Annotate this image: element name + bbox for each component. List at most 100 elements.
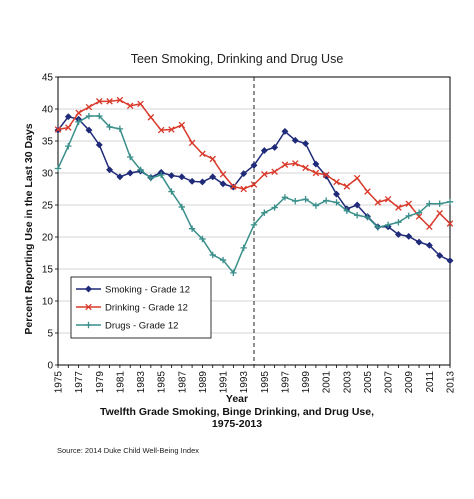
legend-item: Drinking - Grade 12 [76, 303, 188, 314]
tick-labels: 0 5 10 15 20 25 30 35 40 45 1975 1977 1979 1981 1983 19… [42, 73, 457, 394]
data-point [364, 188, 371, 195]
x-tick-label: 2007 [384, 371, 395, 394]
data-point [250, 181, 258, 188]
y-tick-label: 45 [42, 73, 54, 84]
data-point [85, 321, 92, 329]
data-point [240, 170, 248, 178]
data-point [106, 98, 113, 105]
data-point [261, 171, 268, 178]
x-tick-label: 1995 [260, 371, 271, 394]
data-point [436, 200, 443, 207]
data-point [178, 173, 186, 181]
x-tick-label: 1977 [74, 371, 85, 394]
data-point [127, 153, 134, 161]
data-point [65, 124, 72, 131]
data-point [199, 150, 206, 158]
legend: Smoking - Grade 12 Drinking - Grade 12 Dru… [70, 276, 212, 339]
data-point [198, 178, 206, 186]
data-point [219, 256, 227, 264]
data-point [291, 136, 299, 144]
x-tick-label: 2001 [322, 371, 333, 394]
x-tick-label: 1975 [54, 371, 65, 394]
data-point [405, 232, 413, 240]
data-point [96, 112, 103, 120]
data-point [302, 140, 310, 148]
y-tick-label: 0 [47, 361, 53, 372]
data-point [126, 169, 134, 177]
data-point [261, 209, 268, 216]
data-point [219, 180, 227, 188]
data-point [240, 185, 247, 193]
data-point [353, 174, 361, 182]
data-point [188, 225, 196, 232]
data-point [312, 160, 320, 168]
data-point [271, 143, 279, 151]
data-point [374, 199, 382, 206]
data-point [157, 126, 165, 134]
data-point [374, 224, 381, 231]
y-tick-label: 25 [42, 201, 54, 212]
chart-title: Teen Smoking, Drinking and Drug Use [130, 52, 344, 66]
data-point [178, 121, 186, 129]
x-tick-label: 1987 [177, 371, 188, 394]
data-point [75, 118, 82, 125]
data-point [353, 212, 361, 219]
data-point [312, 202, 320, 209]
data-point [312, 169, 320, 177]
data-point [271, 168, 278, 175]
data-point [395, 204, 402, 211]
data-point [364, 213, 371, 221]
data-point [333, 178, 340, 186]
data-point [250, 161, 258, 169]
data-point [425, 241, 433, 249]
data-point [209, 173, 217, 181]
data-point [209, 155, 216, 163]
x-tick-label: 1983 [136, 371, 147, 394]
data-point [281, 194, 289, 201]
data-point [126, 102, 134, 110]
data-point [230, 269, 237, 277]
data-point [323, 197, 330, 204]
data-point [54, 165, 62, 172]
y-tick-label: 30 [42, 169, 54, 180]
series-3 [54, 112, 454, 277]
x-tick-label: 1979 [95, 371, 106, 394]
data-point [302, 164, 309, 172]
y-tick-label: 10 [42, 297, 54, 308]
legend-item: Drugs - Grade 12 [76, 321, 178, 332]
y-tick-label: 35 [42, 137, 54, 148]
data-point [116, 173, 124, 181]
data-point [106, 166, 114, 174]
data-point [292, 197, 299, 205]
data-point [188, 177, 196, 185]
data-point [446, 198, 454, 205]
data-point [240, 244, 247, 252]
data-point [260, 147, 268, 155]
subtitle-line-1: Twelfth Grade Smoking, Binge Drinking, a… [100, 406, 374, 418]
data-point [96, 98, 103, 105]
x-tick-label: 2003 [342, 371, 353, 394]
data-point [106, 123, 113, 131]
data-point [446, 257, 454, 265]
legend-label: Drinking - Grade 12 [105, 303, 188, 314]
x-tick-label: 1989 [198, 371, 209, 394]
data-point [332, 190, 341, 198]
axes [55, 76, 451, 368]
data-point [415, 238, 423, 246]
data-point [384, 195, 392, 203]
x-tick-label: 2013 [446, 371, 457, 394]
data-point [168, 126, 175, 133]
data-point [333, 199, 340, 206]
data-point [116, 96, 124, 104]
data-point [147, 114, 155, 121]
data-point [116, 125, 124, 133]
data-point [199, 235, 206, 243]
data-point [271, 204, 278, 211]
y-tick-label: 20 [42, 233, 54, 244]
data-point [209, 251, 216, 259]
x-tick-label: 1991 [219, 371, 230, 394]
x-tick-label: 1981 [115, 371, 126, 394]
data-point [137, 100, 144, 108]
data-point [415, 209, 423, 216]
data-point [84, 285, 93, 293]
